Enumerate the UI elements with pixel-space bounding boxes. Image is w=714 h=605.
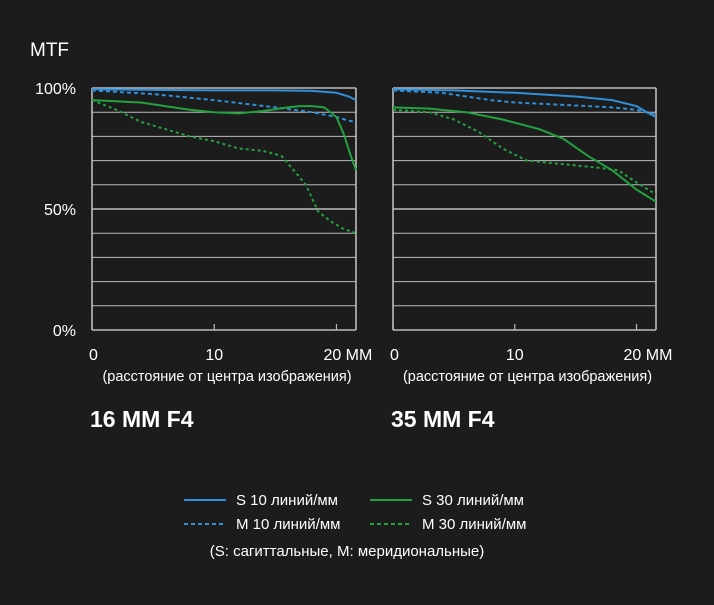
y-tick-label: 50%	[44, 202, 76, 219]
series-line	[91, 89, 357, 123]
chart-title: 35 MM F4	[391, 406, 495, 432]
x-tick-label: 20 MM	[323, 347, 372, 364]
series-line	[91, 99, 357, 171]
chart-35mm: 0 10 20 MM (расстояние от центра изображени…	[390, 87, 673, 432]
x-axis-note: (расстояние от центра изображения)	[102, 369, 351, 385]
series-line	[392, 106, 657, 203]
legend-label: S 30 линий/мм	[422, 492, 524, 509]
series-line	[392, 88, 657, 118]
chart-title: 16 MM F4	[90, 406, 194, 432]
series-line	[392, 108, 657, 196]
chart-16mm: 100% 50% 0% 0 10 20 MM (расстояние от центра и…	[35, 81, 372, 432]
y-axis-label: MTF	[30, 40, 69, 61]
series-line	[392, 89, 657, 116]
series-line	[91, 88, 357, 101]
legend-label: S 10 линий/мм	[236, 492, 338, 509]
series-line	[91, 99, 357, 235]
x-axis-note: (расстояние от центра изображения)	[403, 369, 652, 385]
legend-label: M 10 линий/мм	[236, 516, 340, 533]
legend-label: M 30 линий/мм	[422, 516, 526, 533]
y-tick-label: 100%	[35, 81, 76, 98]
legend: S 10 линий/мм S 30 линий/мм M 10 линий/мм M…	[184, 492, 526, 533]
x-tick-label: 20 MM	[624, 347, 673, 364]
legend-note: (S: сагиттальные, M: меридиональные)	[210, 543, 485, 560]
x-tick-label: 0	[390, 347, 399, 364]
x-tick-label: 0	[89, 347, 98, 364]
x-tick-label: 10	[506, 347, 524, 364]
y-tick-label: 0%	[53, 323, 76, 340]
x-tick-label: 10	[205, 347, 223, 364]
